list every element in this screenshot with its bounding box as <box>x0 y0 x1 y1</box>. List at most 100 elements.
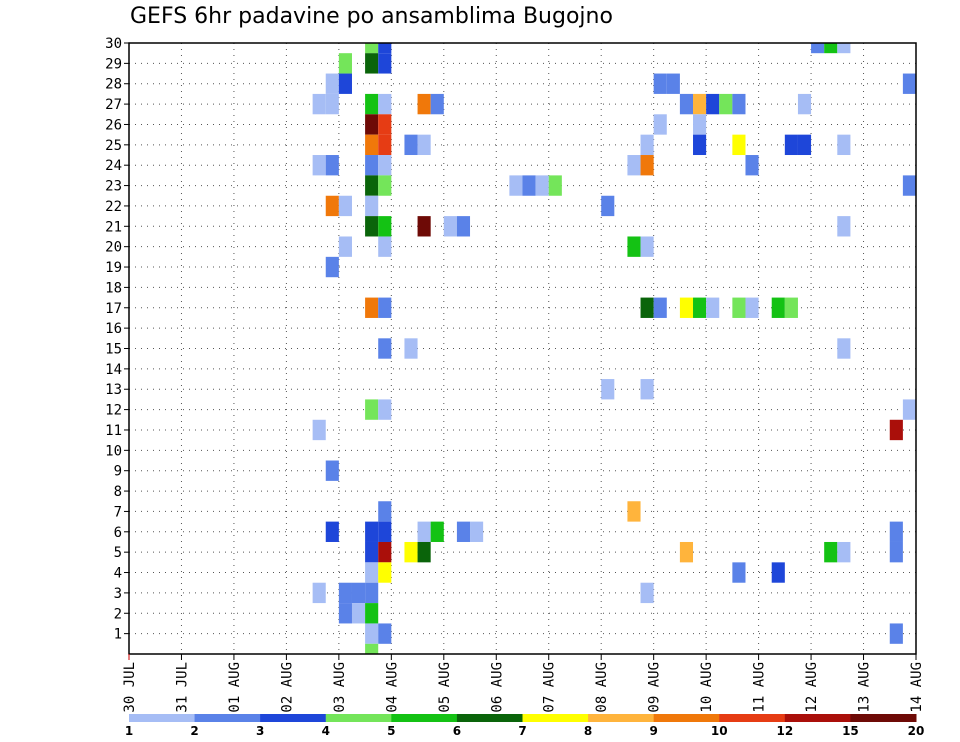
heatmap-cell <box>404 134 418 156</box>
heatmap-cell <box>417 134 431 156</box>
heatmap-cell <box>797 93 812 115</box>
heatmap-cell <box>417 93 431 115</box>
y-tick-label: 30 <box>105 36 122 52</box>
heatmap-cell <box>365 93 379 115</box>
heatmap-cell <box>837 338 851 359</box>
heatmap-cell <box>338 236 352 257</box>
heatmap-cell <box>889 541 903 563</box>
heatmap-cell <box>404 541 418 563</box>
heatmap-cell <box>889 623 903 644</box>
heatmap-cell <box>745 297 759 318</box>
heatmap-cell <box>378 541 392 563</box>
colorbar-swatch <box>260 714 327 722</box>
heatmap-cell <box>351 582 366 604</box>
colorbar-swatch <box>784 714 851 722</box>
heatmap-cell <box>601 195 615 217</box>
y-tick-label: 27 <box>105 97 122 113</box>
y-tick-label: 25 <box>105 138 122 154</box>
heatmap-cell <box>640 134 654 156</box>
y-tick-label: 5 <box>114 545 122 561</box>
heatmap-cell <box>365 603 379 624</box>
heatmap-cell <box>351 603 366 624</box>
heatmap-cell <box>640 236 654 257</box>
heatmap-cell <box>365 175 379 196</box>
colorbar-label: 4 <box>322 724 330 738</box>
heatmap-cell <box>365 114 379 135</box>
heatmap-cell <box>902 73 916 94</box>
heatmap-cell <box>771 297 785 318</box>
x-tick-label: 06 AUG <box>489 662 505 713</box>
y-tick-label: 4 <box>114 566 122 582</box>
colorbar-label: 9 <box>649 724 657 738</box>
y-tick-label: 23 <box>105 179 122 195</box>
x-tick-label: 13 AUG <box>857 662 873 713</box>
heatmap-cell <box>417 541 431 563</box>
y-tick-label: 8 <box>114 484 122 500</box>
heatmap-cell <box>325 155 339 176</box>
heatmap-cell <box>627 155 641 176</box>
heatmap-cell <box>693 93 707 115</box>
heatmap-cell <box>338 195 352 217</box>
heatmap-cell <box>365 582 379 604</box>
heatmap-cell <box>732 562 746 583</box>
x-tick-label: 02 AUG <box>279 662 295 713</box>
x-tick-label: 01 AUG <box>227 662 243 713</box>
heatmap-cell <box>837 216 851 237</box>
colorbar-swatch <box>325 714 392 722</box>
heatmap-cell <box>837 541 851 563</box>
heatmap-cell <box>824 43 838 54</box>
heatmap-cell <box>365 43 379 54</box>
heatmap-cell <box>548 175 562 196</box>
heatmap-cell <box>824 541 838 563</box>
heatmap-cell <box>837 134 851 156</box>
heatmap-cell <box>365 562 379 583</box>
colorbar-swatch <box>588 714 655 722</box>
heatmap-cell <box>365 521 379 542</box>
y-tick-label: 28 <box>105 77 122 93</box>
heatmap-cell <box>443 216 457 237</box>
heatmap-cell <box>693 297 707 318</box>
heatmap-cell <box>378 297 392 318</box>
heatmap-cell <box>325 460 339 481</box>
colorbar-label: 3 <box>256 724 264 738</box>
heatmap-cell <box>535 175 549 196</box>
heatmap-cell <box>365 399 379 420</box>
heatmap-cell <box>338 582 352 604</box>
y-tick-label: 9 <box>114 464 122 480</box>
heatmap-cell <box>325 73 339 94</box>
heatmap-cell <box>378 53 392 74</box>
heatmap-cell <box>378 399 392 420</box>
colorbar-label: 12 <box>776 724 793 738</box>
colorbar-swatch <box>129 714 196 722</box>
heatmap-cell <box>470 521 484 542</box>
heatmap-cell <box>378 501 392 522</box>
heatmap-cell <box>404 338 418 359</box>
heatmap-cell <box>378 155 392 176</box>
heatmap-cell <box>679 93 694 115</box>
heatmap-cell <box>771 562 785 583</box>
heatmap-cell <box>653 297 667 318</box>
y-tick-label: 14 <box>105 362 122 378</box>
y-tick-label: 21 <box>105 219 122 235</box>
y-tick-label: 1 <box>114 627 122 643</box>
heatmap-cell <box>378 338 392 359</box>
heatmap-cell <box>365 53 379 74</box>
heatmap-cell <box>745 155 759 176</box>
heatmap-cell <box>679 541 694 563</box>
heatmap-cell <box>653 114 667 135</box>
heatmap-cell <box>378 114 392 135</box>
heatmap-cell <box>365 195 379 217</box>
x-tick-label: 12 AUG <box>804 662 820 713</box>
x-tick-label: 07 AUG <box>542 662 558 713</box>
heatmap-cell <box>732 134 746 156</box>
colorbar-label: 6 <box>453 724 461 738</box>
heatmap-cell <box>889 419 903 441</box>
y-tick-label: 11 <box>105 423 122 439</box>
heatmap-cell <box>312 582 326 604</box>
heatmap-cell <box>325 93 339 115</box>
y-tick-label: 17 <box>105 301 122 317</box>
x-tick-label: 04 AUG <box>384 662 400 713</box>
heatmap-cell <box>338 603 352 624</box>
heatmap-cell <box>365 623 379 644</box>
